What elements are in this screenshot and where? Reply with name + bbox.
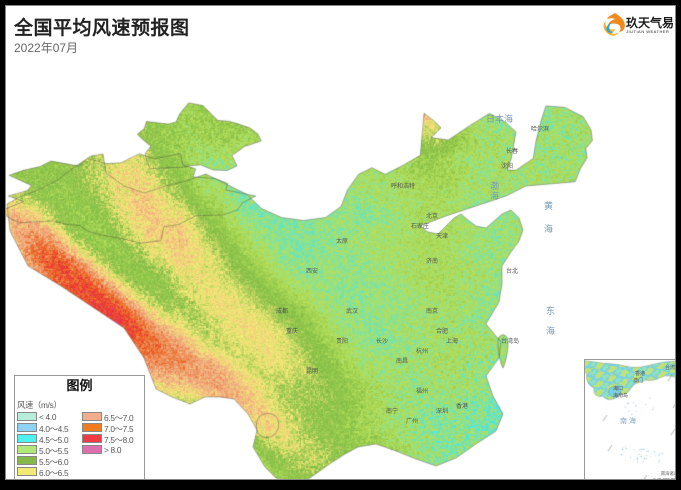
svg-text:JIUTIAN WEATHER: JIUTIAN WEATHER bbox=[626, 29, 669, 34]
svg-text:玖天气易: 玖天气易 bbox=[626, 15, 674, 30]
